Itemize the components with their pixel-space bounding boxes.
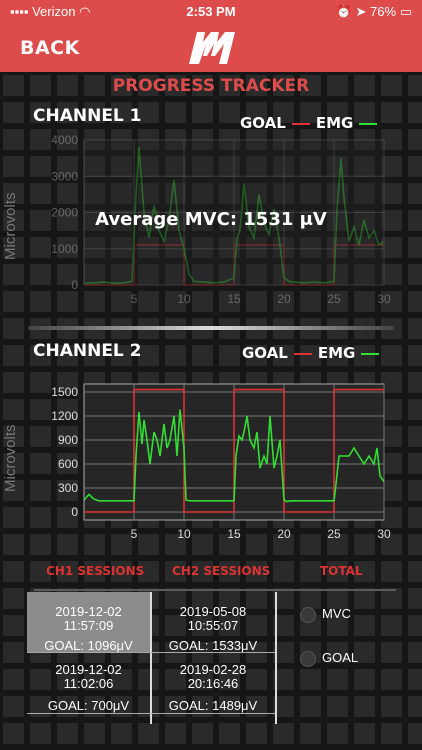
x-tick-label: 15: [227, 527, 241, 541]
y-tick-label: 900: [58, 433, 78, 447]
page-title: PROGRESS TRACKER: [112, 76, 310, 96]
channel2-chart: 0 300 600 900 1200 1500 5 10 15 20 25 30: [51, 383, 391, 541]
legend-goal-label: GOAL: [242, 344, 288, 362]
x-tick-label: 5: [131, 292, 138, 306]
carrier-label: ▪▪▪▪ Verizon ◠: [10, 4, 91, 19]
row-divider: [27, 652, 275, 653]
total-option-goal[interactable]: GOAL: [300, 650, 358, 667]
legend-emg-swatch: [361, 352, 380, 355]
session-goal: GOAL: 1096μV: [44, 638, 133, 653]
ch2-session-row[interactable]: 2019-05-08 10:55:07 GOAL: 1533μV: [152, 592, 274, 653]
ch2-sessions-header: CH2 SESSIONS: [172, 564, 271, 578]
legend-goal-swatch: [291, 122, 310, 125]
session-time: 11:57:09: [63, 618, 114, 633]
total-header: TOTAL: [320, 564, 363, 578]
legend-goal-swatch: [293, 352, 312, 355]
x-tick-label: 20: [277, 527, 291, 541]
channel1-chart: 0 1000 2000 3000 4000 5 10 15 20 25 30: [51, 133, 391, 306]
channel2-title: CHANNEL 2: [33, 341, 142, 361]
session-time: 11:02:06: [63, 676, 114, 691]
alarm-icon: ⏰: [335, 4, 352, 19]
x-tick-label: 10: [177, 527, 191, 541]
y-tick-label: 4000: [51, 133, 78, 147]
column-divider: [275, 592, 277, 724]
series-goal-line: [84, 244, 384, 286]
legend-emg-swatch: [359, 122, 378, 125]
x-tick-label: 5: [131, 527, 138, 541]
session-goal: GOAL: 1533μV: [168, 638, 258, 653]
x-tick-label: 30: [377, 292, 391, 306]
plot-area: [83, 139, 385, 286]
session-date: 2019-12-02: [55, 662, 122, 677]
wifi-icon: ◠: [79, 4, 91, 19]
x-tick-label: 10: [177, 292, 191, 306]
legend-emg-label: EMG: [317, 344, 356, 362]
nav-bar: BACK: [0, 24, 422, 72]
y-tick-label: 600: [58, 457, 78, 471]
session-goal: GOAL: 1489μV: [168, 698, 258, 713]
status-time: 2:53 PM: [186, 4, 236, 19]
location-icon: ➤: [355, 4, 367, 19]
row-divider: [27, 713, 275, 714]
radio-icon[interactable]: [300, 606, 316, 623]
signal-icon: ▪▪▪▪: [10, 4, 29, 19]
x-tick-label: 15: [227, 292, 241, 306]
channel1-title: CHANNEL 1: [33, 106, 142, 126]
y-tick-label: 1200: [51, 409, 78, 423]
x-tick-label: 25: [327, 527, 341, 541]
total-option-mvc[interactable]: MVC: [300, 606, 351, 623]
app-logo: [189, 32, 235, 64]
legend-goal-label: GOAL: [240, 114, 286, 132]
legend-emg-label: EMG: [315, 114, 354, 132]
y-tick-label: 2000: [51, 206, 78, 220]
y-tick-label: 1000: [51, 242, 78, 256]
column-divider: [150, 592, 152, 724]
series-emg-line: [83, 409, 385, 503]
back-button[interactable]: BACK: [20, 37, 80, 59]
session-time: 10:55:07: [187, 618, 239, 633]
average-mvc: Average MVC: 1531 μV: [95, 209, 327, 230]
y-tick-label: 300: [58, 481, 78, 495]
ch2-session-row[interactable]: 2019-02-28 20:16:46 GOAL: 1489μV: [152, 653, 274, 713]
status-bar: ▪▪▪▪ Verizon ◠ 2:53 PM ⏰ ➤ 76% ▭: [0, 0, 422, 24]
session-date: 2019-05-08: [179, 604, 247, 619]
ch1-session-row[interactable]: 2019-12-02 11:57:09 GOAL: 1096μV: [27, 592, 150, 653]
x-tick-label: 25: [327, 292, 341, 306]
sessions-header-divider: [34, 589, 396, 591]
series-emg-line: [83, 147, 385, 285]
y-tick-label: 0: [71, 505, 78, 519]
x-tick-label: 20: [277, 292, 291, 306]
channel2-legend: GOAL EMG: [242, 344, 385, 362]
radio-icon[interactable]: [300, 650, 316, 667]
ch1-session-row[interactable]: 2019-12-02 11:02:06 GOAL: 700μV: [27, 653, 150, 713]
session-date: 2019-12-02: [55, 604, 122, 619]
x-tick-label: 30: [377, 527, 391, 541]
y-tick-label: 1500: [51, 385, 78, 399]
y-tick-label: 0: [71, 278, 78, 292]
session-date: 2019-02-28: [179, 662, 247, 677]
channel1-legend: GOAL EMG: [240, 114, 383, 132]
series-goal-line: [84, 388, 384, 513]
section-divider: [28, 326, 394, 330]
battery-status: ⏰ ➤ 76% ▭: [335, 4, 412, 19]
session-goal: GOAL: 700μV: [47, 698, 130, 713]
battery-icon: ▭: [399, 4, 412, 19]
y-tick-label: 3000: [51, 169, 78, 183]
ch1-sessions-header: CH1 SESSIONS: [46, 564, 145, 578]
session-time: 20:16:46: [187, 676, 239, 691]
